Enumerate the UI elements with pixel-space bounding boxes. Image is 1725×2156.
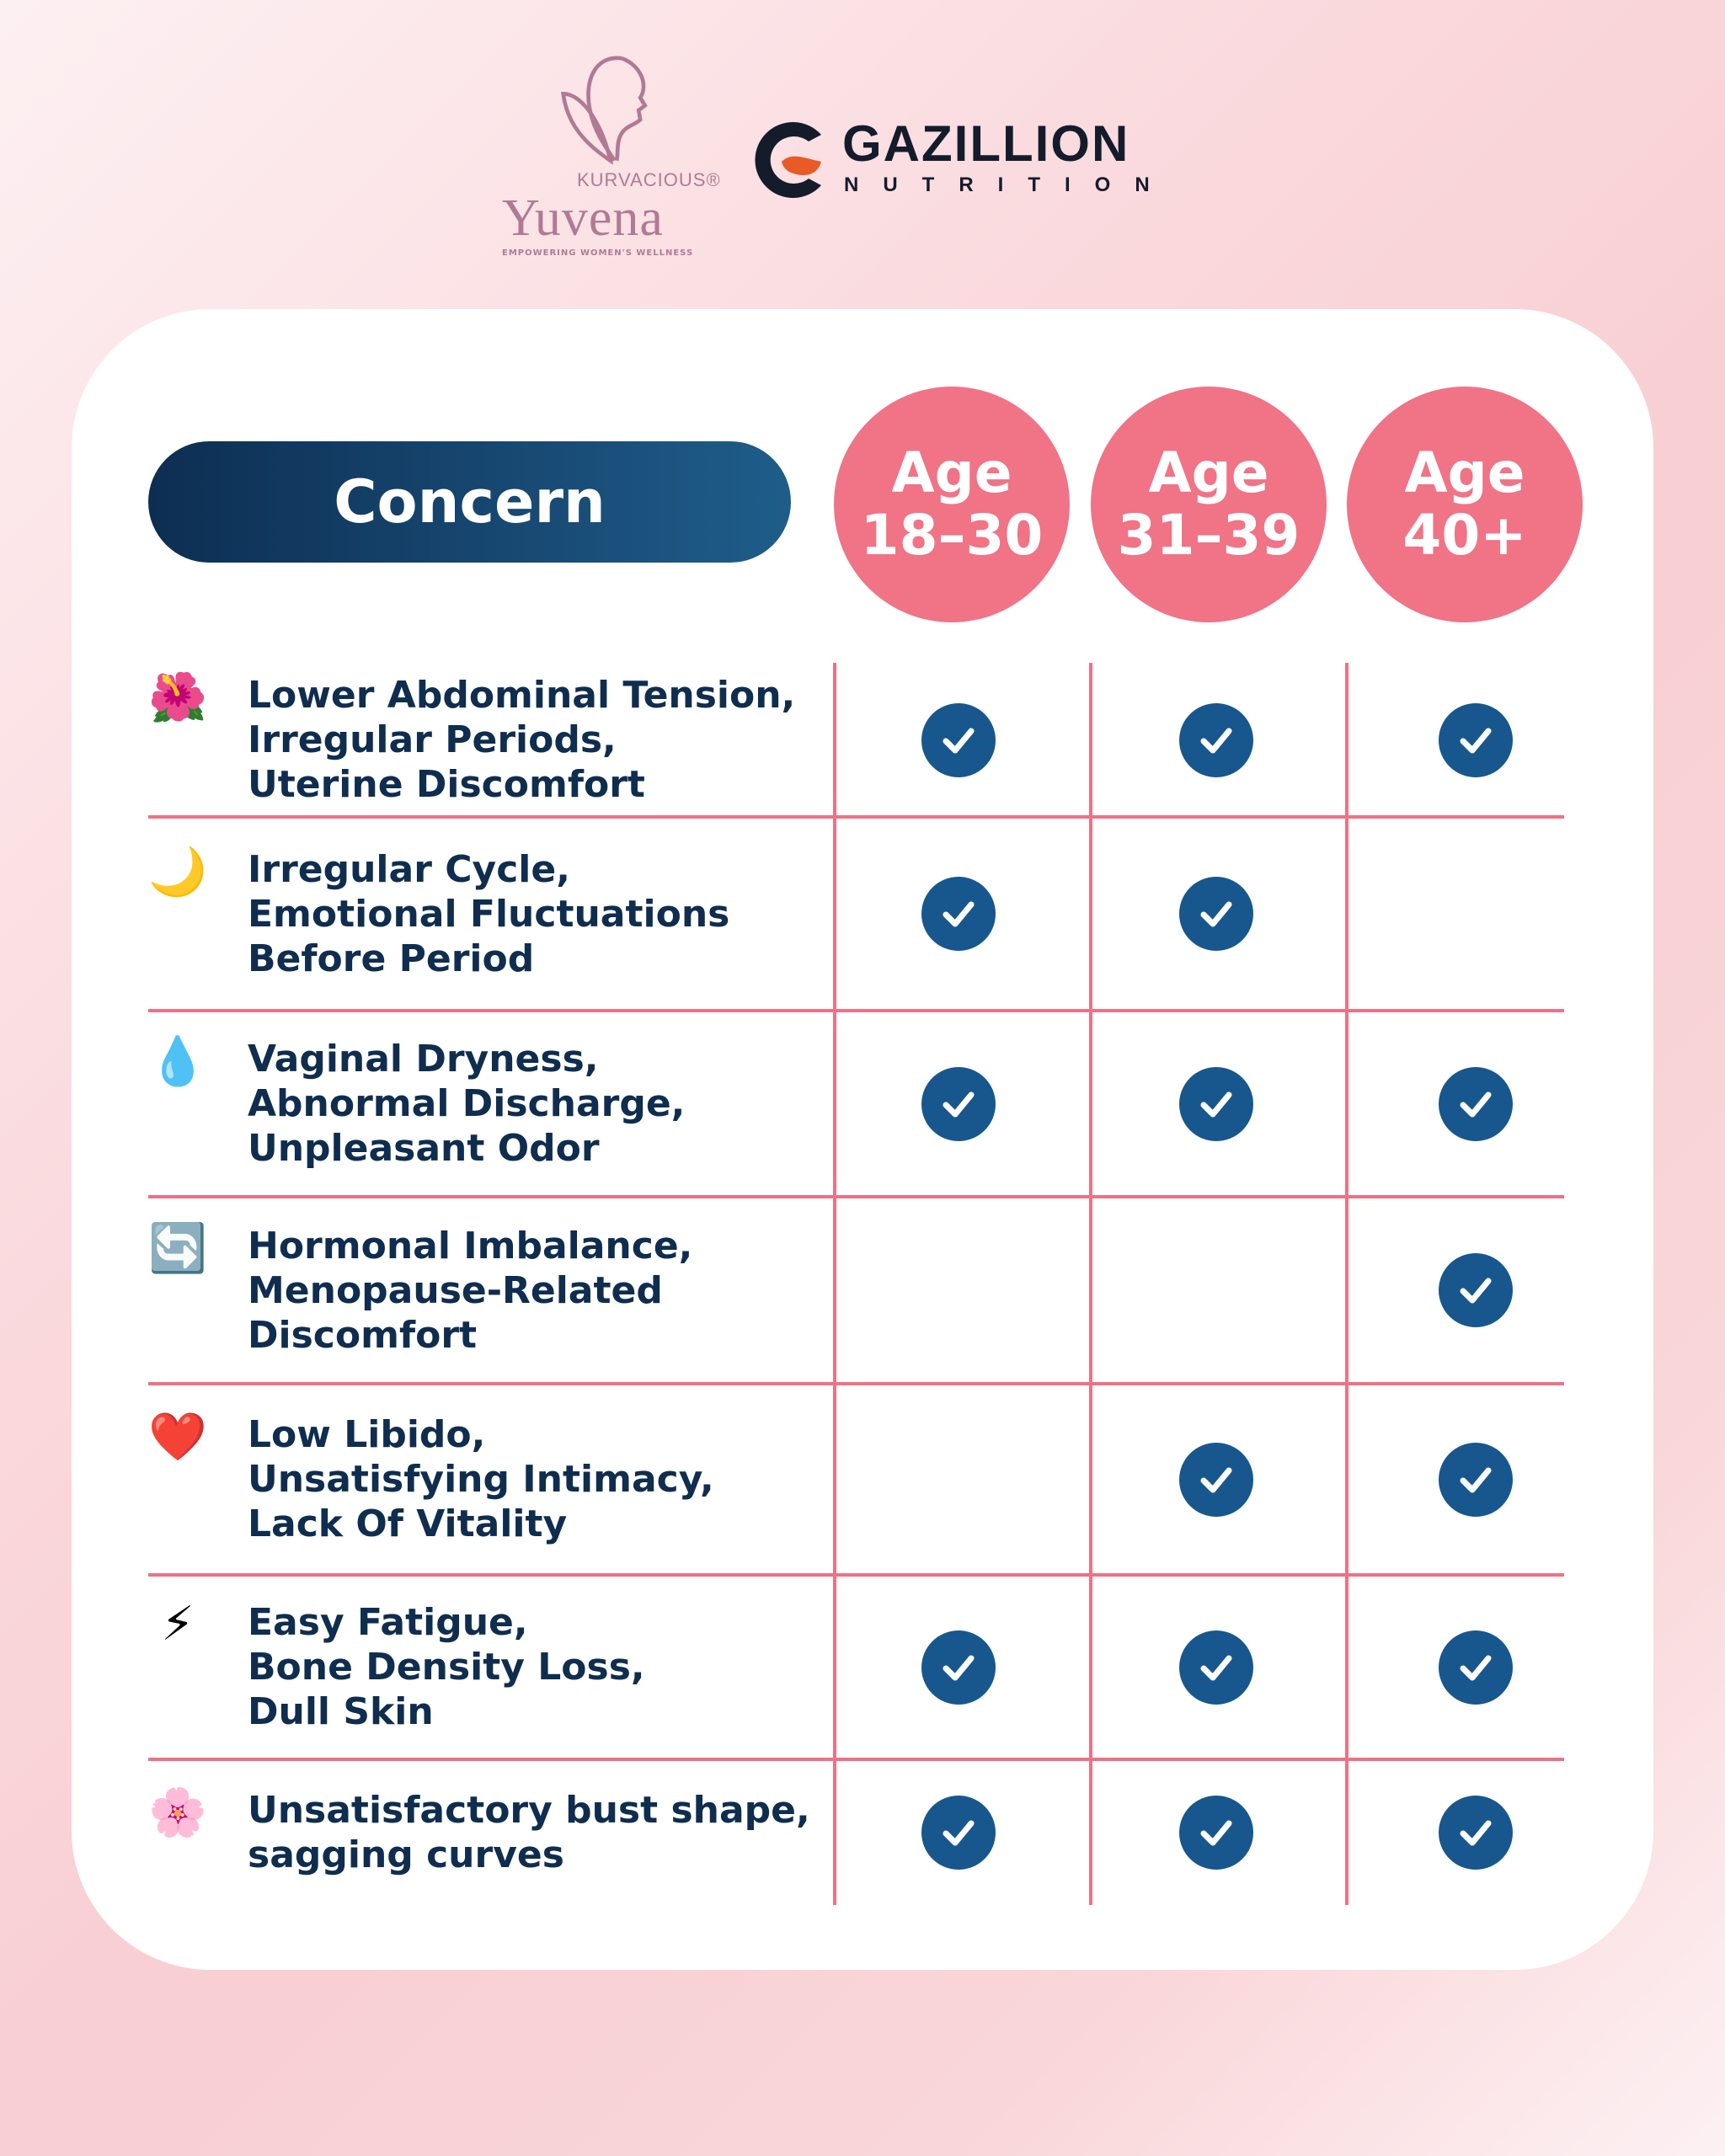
droplet-icon: 💧: [148, 1034, 207, 1089]
concern-row: ⚡ Easy Fatigue, Bone Density Loss, Dull Ski…: [148, 1575, 835, 1759]
concern-line: sagging curves: [248, 1833, 564, 1876]
concern-line: Low Libido,: [248, 1413, 486, 1456]
nutrition-text: NUTRITION: [844, 173, 1174, 196]
concern-line: Hormonal Imbalance,: [248, 1224, 693, 1267]
concern-line: Vaginal Dryness,: [248, 1038, 599, 1081]
yuvena-tagline: EMPOWERING WOMEN'S WELLNESS: [502, 248, 694, 258]
row-divider: [148, 1195, 1564, 1198]
concern-line: Lack Of Vitality: [248, 1502, 568, 1545]
concern-line: Abnormal Discharge,: [248, 1082, 686, 1125]
row-divider: [148, 815, 1564, 819]
row-divider: [148, 1382, 1564, 1385]
concern-text: Easy Fatigue, Bone Density Loss, Dull Skin: [248, 1600, 645, 1734]
concern-row: ❤️ Low Libido, Unsatisfying Intimacy, Lack …: [148, 1384, 835, 1575]
concern-text: Low Libido, Unsatisfying Intimacy, Lack Of…: [248, 1412, 714, 1546]
check-icon: [1439, 1066, 1513, 1141]
gazillion-g-icon: [755, 122, 821, 198]
check-icon: [921, 1795, 996, 1870]
age-range: 40+: [1402, 503, 1527, 568]
check-icon: [1179, 1630, 1253, 1705]
check-icon: [921, 702, 996, 777]
lightning-icon: ⚡: [161, 1597, 195, 1652]
woman-face-leaf-icon: [561, 56, 648, 165]
concern-line: Irregular Periods,: [248, 718, 617, 761]
gazillion-text: GAZILLION: [842, 115, 1130, 172]
concern-line: Irregular Cycle,: [248, 847, 570, 891]
check-icon: [921, 877, 996, 951]
concern-text: Lower Abdominal Tension, Irregular Period…: [248, 673, 795, 807]
check-icon: [1439, 1795, 1513, 1870]
concern-line: Uterine Discomfort: [248, 763, 645, 806]
check-icon: [1179, 702, 1253, 777]
row-divider: [148, 1758, 1564, 1761]
age-label: Age: [891, 440, 1012, 505]
concern-line: Lower Abdominal Tension,: [248, 674, 796, 717]
yuvena-logo: KURVACIOUS® Yuvena EMPOWERING WOMEN'S WE…: [497, 51, 720, 261]
concern-line: Easy Fatigue,: [248, 1601, 528, 1644]
check-icon: [1439, 1630, 1513, 1705]
age-range: 18–30: [860, 503, 1044, 568]
kurvacious-text: KURVACIOUS®: [577, 169, 721, 190]
check-icon: [1179, 1795, 1253, 1870]
concern-line: Discomfort: [248, 1313, 478, 1357]
concern-line: Menopause-Related: [248, 1268, 663, 1312]
check-icon: [1439, 702, 1513, 777]
age-header-31-39: Age 31–39: [1091, 387, 1327, 622]
row-divider: [148, 1573, 1564, 1577]
cherry-blossom-icon: 🌸: [148, 1785, 207, 1840]
concern-line: Emotional Fluctuations: [248, 892, 730, 936]
check-icon: [1439, 1442, 1513, 1517]
check-icon: [921, 1630, 996, 1705]
concern-line: Before Period: [248, 937, 535, 980]
concern-row: 🔄 Hormonal Imbalance, Menopause-Related Dis…: [148, 1197, 835, 1384]
concern-label: Concern: [334, 467, 606, 536]
check-icon: [1179, 1442, 1253, 1517]
heart-icon: ❤️: [148, 1410, 207, 1465]
concern-line: Dull Skin: [248, 1690, 434, 1733]
age-range: 31–39: [1117, 503, 1300, 568]
age-label: Age: [1404, 440, 1525, 505]
concern-row: 🌺 Lower Abdominal Tension, Irregular Perio…: [148, 663, 835, 817]
yuvena-text: Yuvena: [502, 189, 664, 247]
concern-text: Unsatisfactory bust shape, sagging curves: [248, 1788, 810, 1877]
concern-line: Unsatisfactory bust shape,: [248, 1788, 810, 1832]
age-header-18-30: Age 18–30: [834, 387, 1070, 622]
crescent-moon-icon: 🌙: [148, 844, 207, 899]
check-icon: [1439, 1253, 1513, 1327]
concern-row: 🌙 Irregular Cycle, Emotional Fluctuations B…: [148, 817, 835, 1011]
column-divider: [1089, 663, 1092, 1905]
check-icon: [921, 1066, 996, 1141]
concern-row: 💧 Vaginal Dryness, Abnormal Discharge, Unpl…: [148, 1011, 835, 1197]
age-label: Age: [1148, 440, 1269, 505]
gazillion-logo: GAZILLION NUTRITION: [741, 118, 1213, 202]
concern-line: Bone Density Loss,: [248, 1646, 645, 1689]
cycle-arrows-icon: 🔄: [148, 1220, 207, 1276]
concern-header: Concern: [148, 441, 791, 563]
concern-text: Vaginal Dryness, Abnormal Discharge, Unple…: [248, 1037, 685, 1171]
concern-line: Unsatisfying Intimacy,: [248, 1458, 714, 1501]
row-divider: [148, 1009, 1564, 1012]
concern-row: 🌸 Unsatisfactory bust shape, sagging curve…: [148, 1759, 835, 1905]
column-divider: [1345, 663, 1348, 1905]
check-icon: [1179, 877, 1253, 951]
age-header-40-plus: Age 40+: [1347, 387, 1583, 622]
hibiscus-icon: 🌺: [148, 670, 207, 725]
concern-line: Unpleasant Odor: [248, 1127, 600, 1170]
concern-text: Irregular Cycle, Emotional Fluctuations Be…: [248, 847, 729, 981]
concern-text: Hormonal Imbalance, Menopause-Related Disc…: [248, 1224, 692, 1358]
column-divider: [833, 663, 836, 1905]
check-icon: [1179, 1066, 1253, 1141]
